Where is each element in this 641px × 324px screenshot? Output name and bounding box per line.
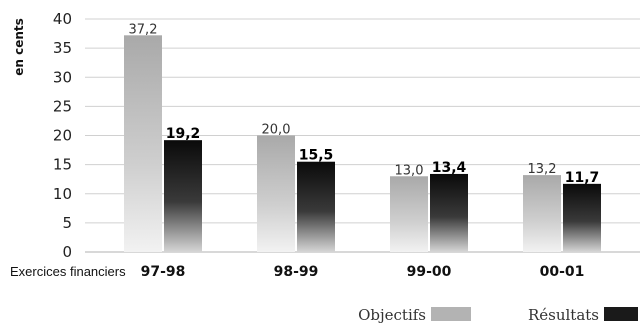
x-axis-categories: 97-98 98-99 99-00 00-01 xyxy=(141,264,585,280)
y-tick-label: 15 xyxy=(53,156,72,174)
y-tick-label: 40 xyxy=(53,10,72,28)
y-tick-label: 30 xyxy=(53,68,72,86)
y-axis-label: en cents xyxy=(12,18,26,76)
bar-objectifs-99-00 xyxy=(390,176,428,252)
legend-swatch-objectifs xyxy=(431,307,471,321)
legend-label-objectifs: Objectifs xyxy=(358,306,426,324)
legend: Objectifs Résultats xyxy=(358,306,638,324)
y-axis-ticks: 0 5 10 15 20 25 30 35 40 xyxy=(53,10,72,261)
data-label-resultats: 19,2 xyxy=(166,126,201,142)
data-label-objectifs: 13,0 xyxy=(395,163,424,178)
bar-objectifs-00-01 xyxy=(523,175,561,252)
x-axis-title: Exercices financiers xyxy=(10,264,126,279)
x-category-label: 98-99 xyxy=(274,264,319,280)
y-tick-label: 20 xyxy=(53,127,72,145)
bar-objectifs-98-99 xyxy=(257,135,295,252)
bar-resultats-97-98 xyxy=(164,140,202,252)
x-category-label: 99-00 xyxy=(407,264,452,280)
bar-resultats-98-99 xyxy=(297,161,335,252)
y-tick-label: 5 xyxy=(62,214,72,232)
legend-label-resultats: Résultats xyxy=(528,306,599,324)
data-label-objectifs: 37,2 xyxy=(129,22,158,37)
y-tick-label: 0 xyxy=(62,243,72,261)
x-category-label: 97-98 xyxy=(141,264,186,280)
bar-resultats-00-01 xyxy=(563,183,601,252)
data-label-objectifs: 20,0 xyxy=(262,123,291,138)
bar-resultats-99-00 xyxy=(430,173,468,252)
x-category-label: 00-01 xyxy=(540,264,585,280)
data-label-resultats: 13,4 xyxy=(432,160,467,176)
bar-objectifs-97-98 xyxy=(124,35,162,253)
bars: 37,2 19,2 20,0 15,5 13,0 13,4 13,2 11,7 xyxy=(124,22,601,253)
y-tick-label: 25 xyxy=(53,97,72,115)
y-tick-label: 10 xyxy=(53,185,72,203)
legend-swatch-resultats xyxy=(604,307,638,321)
data-label-resultats: 11,7 xyxy=(565,170,600,186)
y-tick-label: 35 xyxy=(53,39,72,57)
data-label-objectifs: 13,2 xyxy=(528,162,557,177)
data-label-resultats: 15,5 xyxy=(299,148,334,164)
